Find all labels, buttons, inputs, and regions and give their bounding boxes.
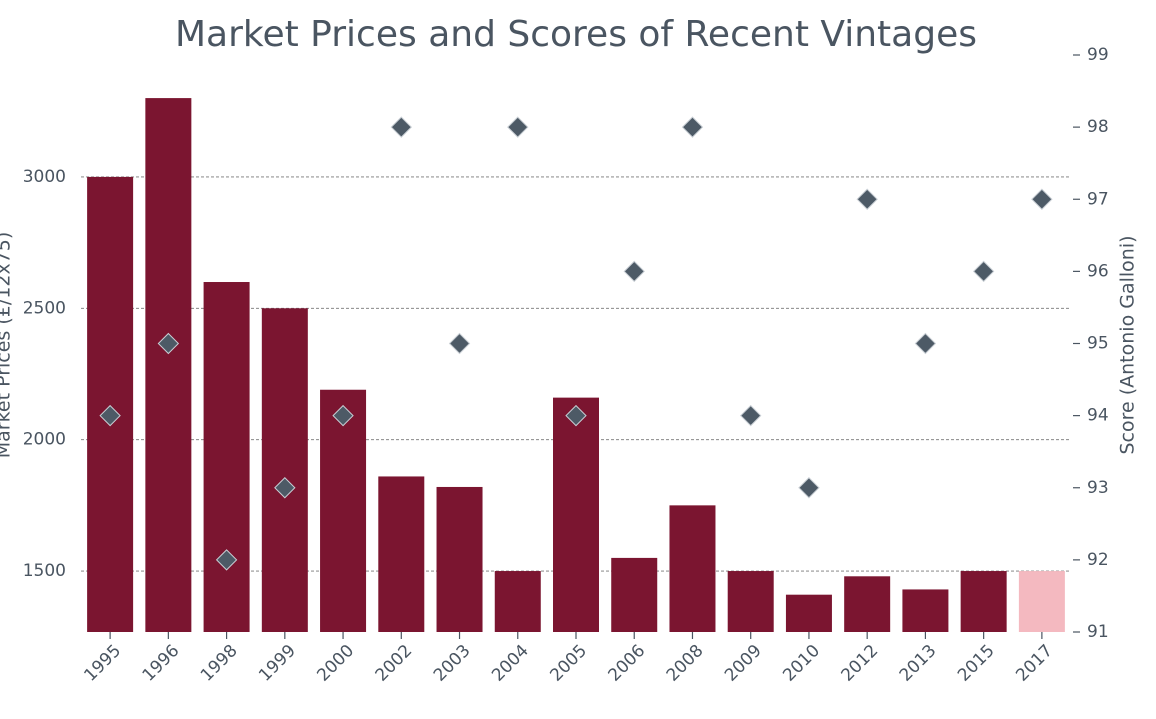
score-marker [274, 477, 296, 499]
x-tick-label: 2005 [546, 641, 591, 686]
score-marker [681, 116, 704, 138]
score-marker [739, 404, 762, 427]
x-tick-label: 2013 [896, 641, 941, 686]
bar [145, 98, 192, 633]
bar [785, 594, 832, 632]
bar [203, 282, 250, 632]
x-tick-label: 2015 [954, 641, 999, 686]
y2-tick-label: 96 [1087, 261, 1109, 281]
bar [727, 571, 774, 632]
score-marker [215, 549, 238, 571]
x-tick-label: 2006 [605, 641, 650, 686]
y-axis-label: Market Prices (£/12x75) [0, 232, 15, 459]
bar [261, 308, 308, 632]
x-tick-label: 2003 [430, 641, 475, 686]
score-marker [99, 404, 121, 427]
x-tick-label: 2000 [313, 641, 358, 686]
score-marker [565, 404, 587, 427]
bar [1018, 571, 1065, 632]
x-tick-label: 2002 [372, 641, 417, 686]
bar [378, 476, 425, 632]
bar [320, 389, 367, 632]
y-tick-label: 1500 [23, 561, 66, 581]
score-marker [507, 116, 529, 138]
y2-tick-label: 91 [1087, 622, 1109, 642]
x-tick-label: 1999 [255, 641, 300, 686]
x-tick-label: 2012 [838, 641, 883, 686]
bar [902, 589, 949, 632]
y2-tick-label: 99 [1087, 45, 1109, 65]
x-tick-label: 2010 [779, 641, 824, 686]
bar [87, 176, 134, 633]
y2-axis-label: Score (Antonio Galloni) [1117, 235, 1139, 454]
chart-title: Market Prices and Scores of Recent Vinta… [175, 14, 977, 55]
score-marker [448, 332, 471, 355]
bar [611, 557, 658, 632]
score-marker [623, 260, 645, 283]
score-marker [798, 477, 820, 499]
y2-tick-label: 92 [1087, 550, 1109, 570]
x-tick-label: 1996 [139, 641, 184, 686]
bar [553, 397, 599, 632]
bar [844, 576, 891, 632]
score-marker [332, 404, 354, 427]
bar [960, 571, 1007, 632]
x-tick-label: 2004 [488, 641, 533, 686]
x-tick-label: 1998 [197, 641, 242, 686]
bar [669, 505, 716, 632]
score-marker [856, 188, 878, 210]
x-tick-label: 2009 [721, 641, 766, 686]
bar [436, 486, 483, 632]
x-tick-label: 1995 [80, 641, 125, 686]
x-tick-label: 2008 [663, 641, 708, 686]
y2-tick-label: 98 [1087, 117, 1109, 137]
y-tick-label: 2000 [23, 430, 66, 450]
x-tick-label: 2017 [1012, 641, 1057, 686]
score-marker [972, 260, 995, 283]
y-tick-label: 2500 [23, 298, 66, 318]
score-marker [157, 332, 180, 355]
y2-tick-label: 94 [1087, 406, 1109, 426]
score-marker [914, 332, 937, 355]
score-marker [1031, 188, 1053, 210]
y2-tick-label: 95 [1087, 334, 1109, 354]
y-tick-label: 3000 [23, 167, 66, 187]
y2-tick-label: 93 [1087, 478, 1109, 498]
score-marker [390, 116, 413, 138]
y2-tick-label: 97 [1087, 189, 1109, 209]
bar [494, 571, 541, 632]
